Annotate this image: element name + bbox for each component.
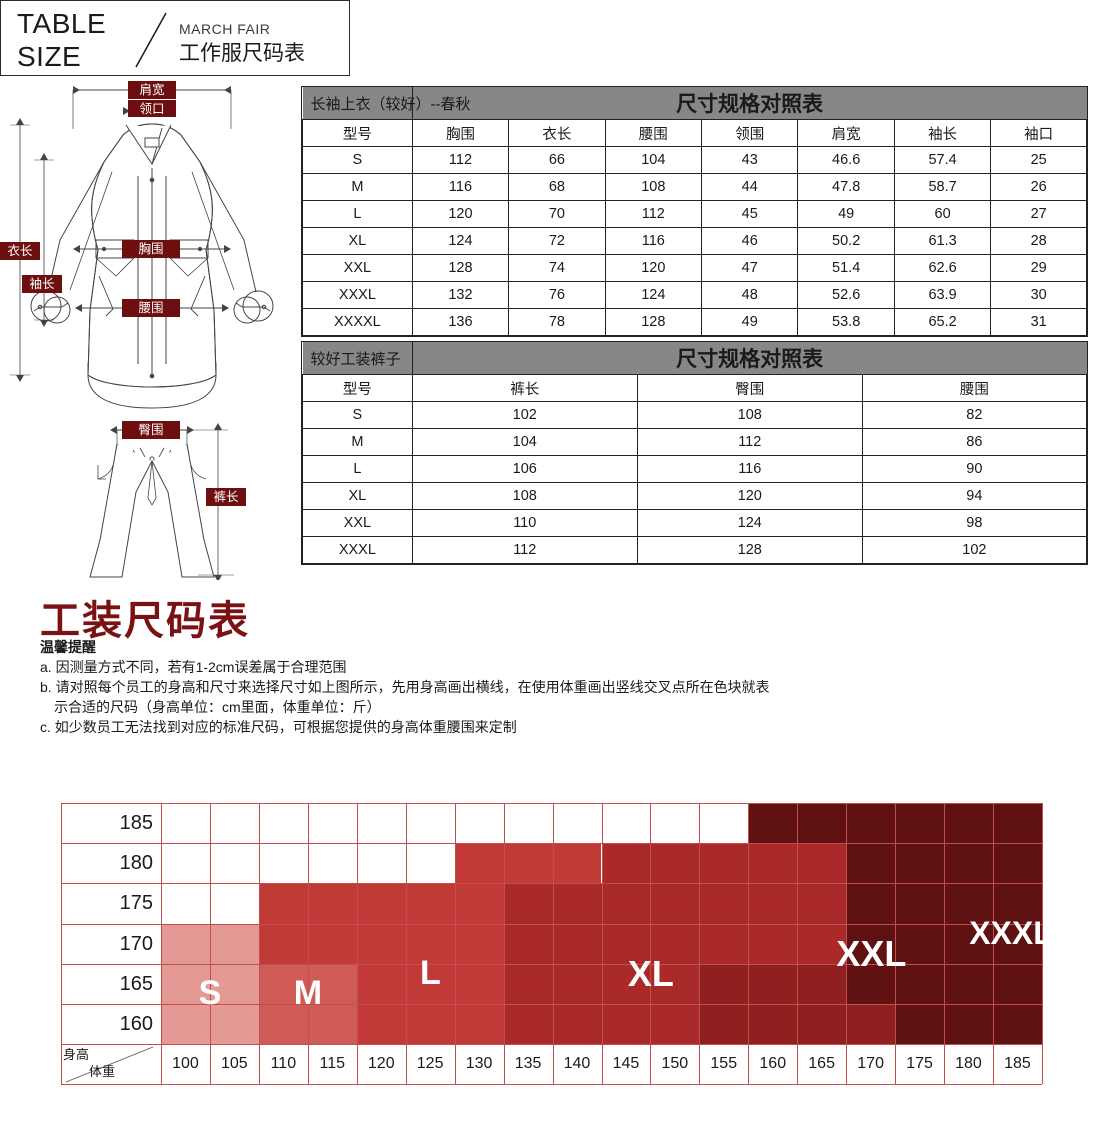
svg-text:腰围: 腰围 xyxy=(138,301,163,315)
svg-text:领口: 领口 xyxy=(139,102,164,116)
svg-text:衣长: 衣长 xyxy=(7,243,33,258)
svg-text:胸围: 胸围 xyxy=(138,241,163,256)
svg-text:裤长: 裤长 xyxy=(213,490,239,504)
svg-text:袖长: 袖长 xyxy=(29,276,55,291)
svg-text:臀围: 臀围 xyxy=(138,423,163,437)
svg-text:肩宽: 肩宽 xyxy=(139,82,164,97)
